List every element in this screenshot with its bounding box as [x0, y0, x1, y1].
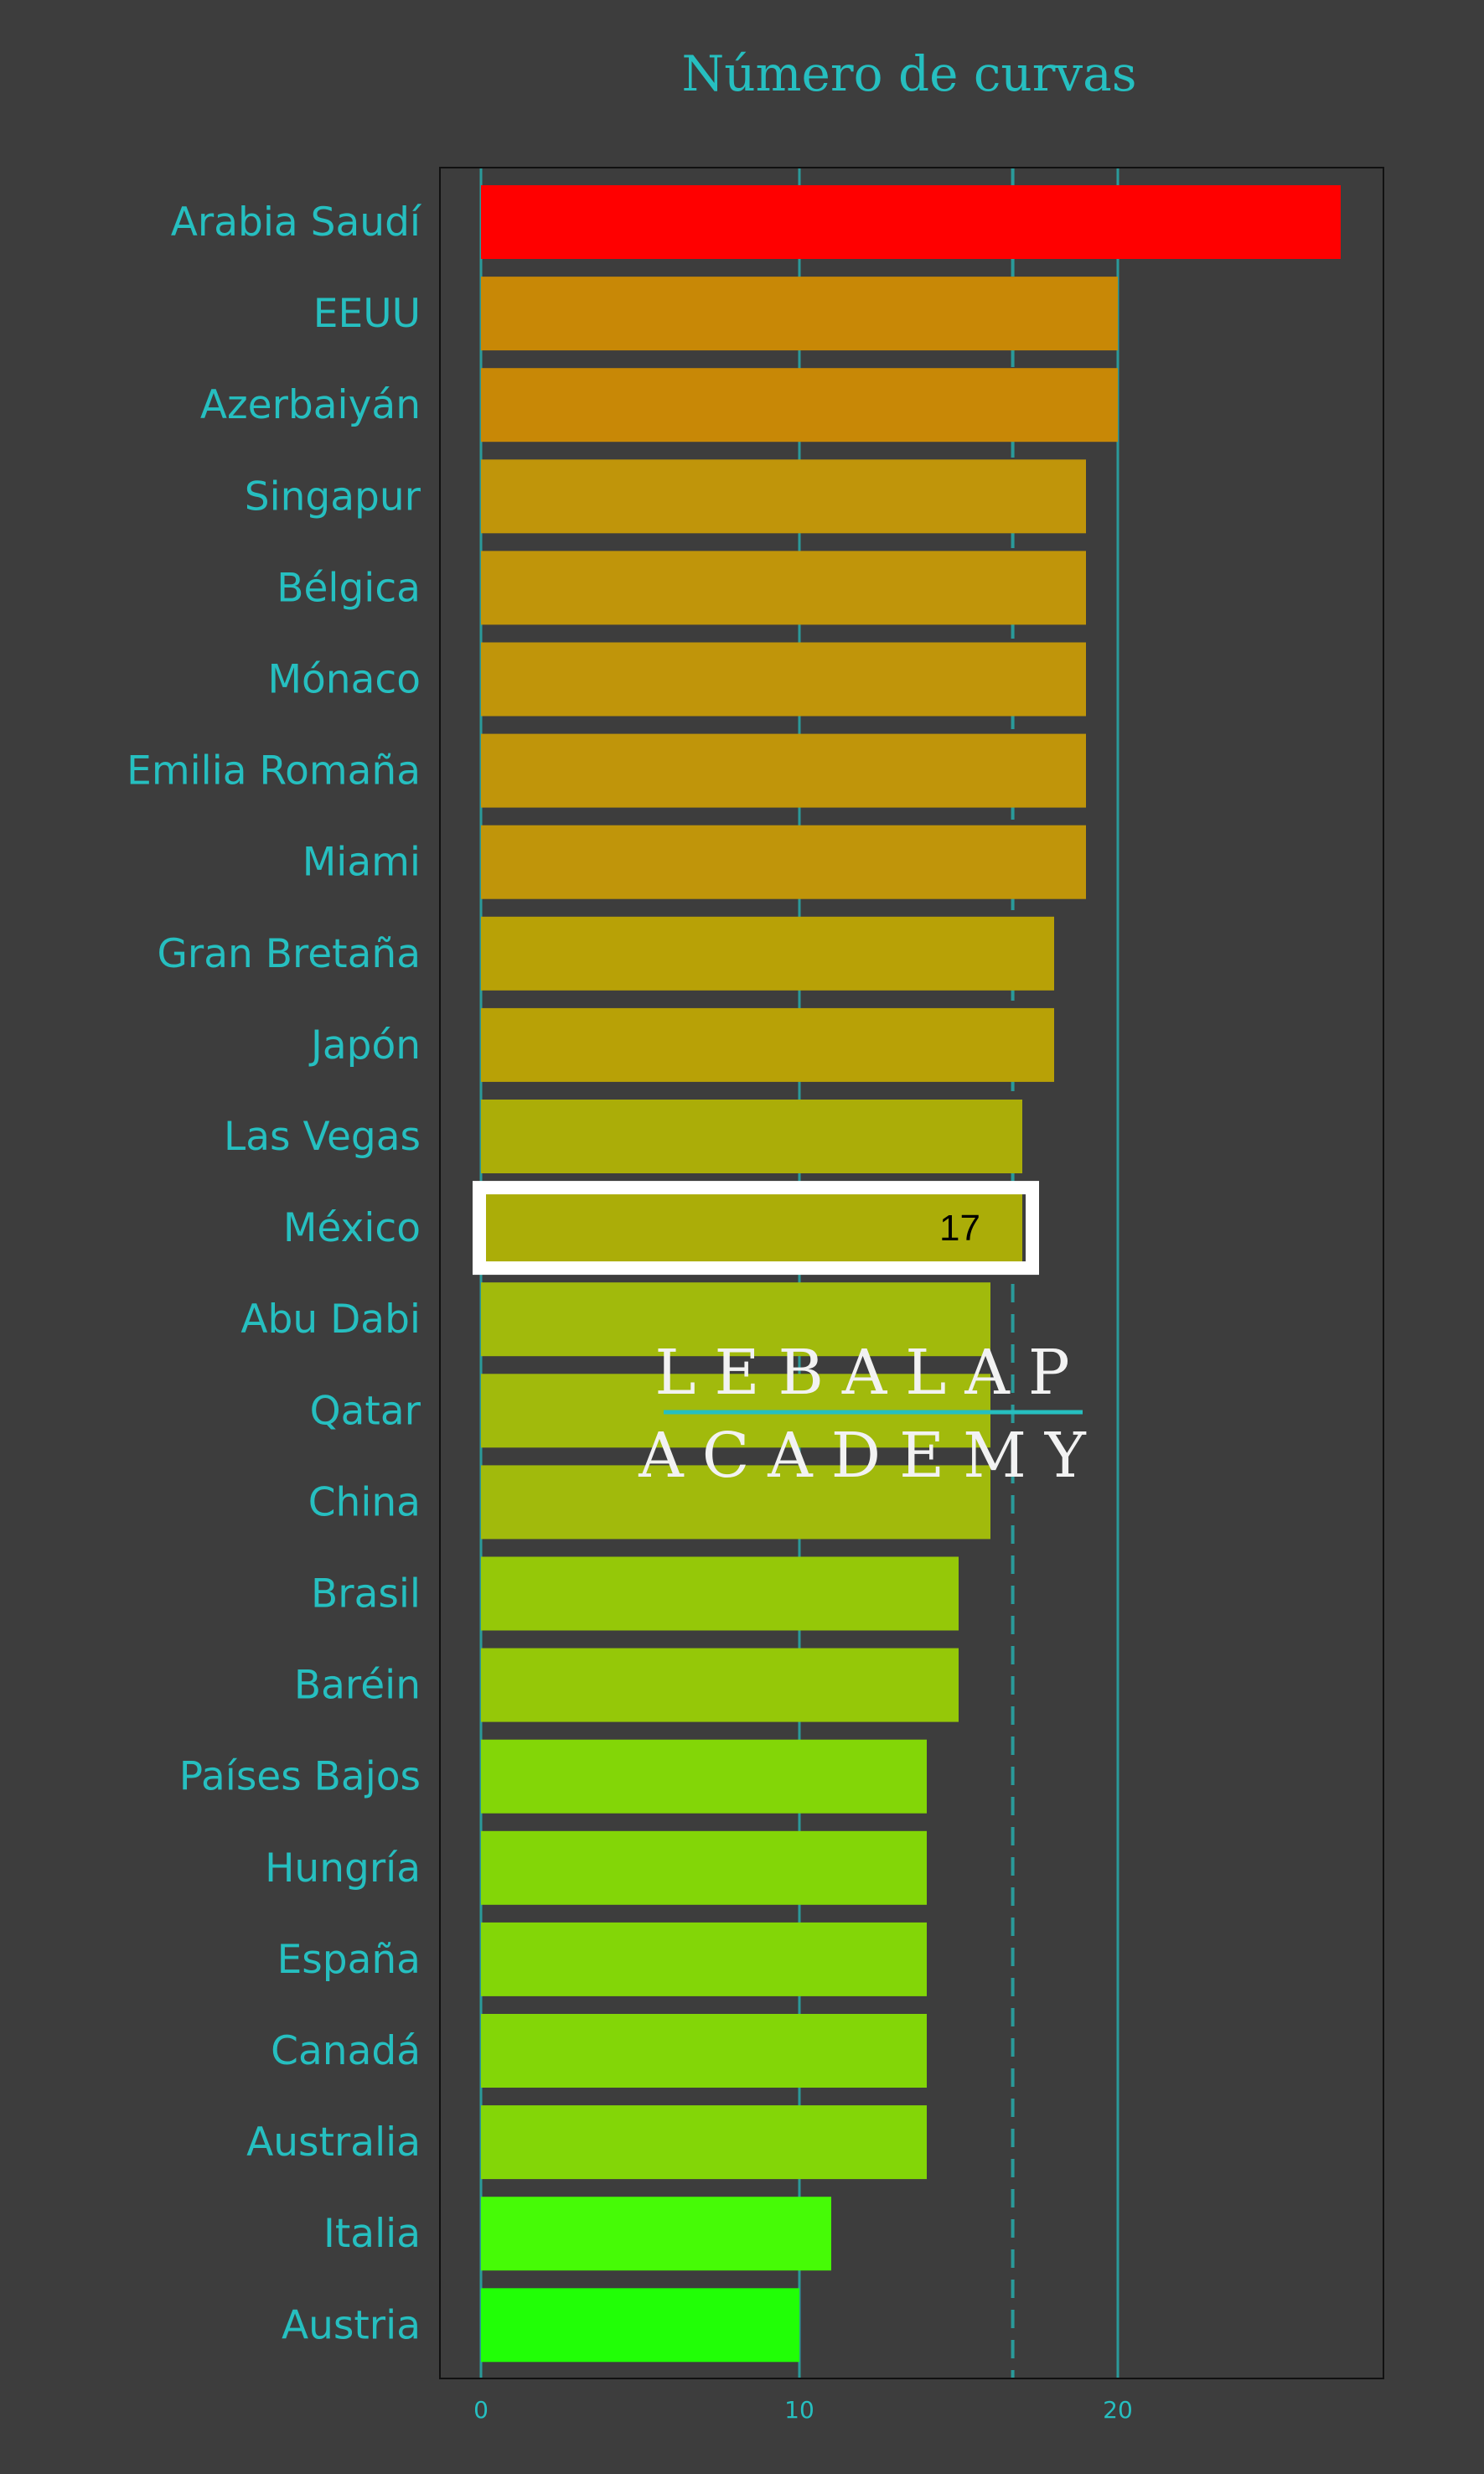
category-label-espana: España [277, 1937, 421, 1983]
bar-austria [481, 2288, 799, 2363]
x-tick-label-10: 10 [784, 2396, 814, 2424]
category-label-china: China [308, 1479, 421, 1525]
bar-italia [481, 2197, 831, 2271]
bar-australia [481, 2105, 927, 2180]
bar-eeuu [481, 277, 1118, 351]
category-label-azerbaiyan: Azerbaiyán [200, 382, 421, 428]
data-label-mexico: 17 [939, 1208, 980, 1249]
category-label-eeuu: EEUU [313, 291, 421, 337]
bar-layer [481, 185, 1341, 2363]
x-tick-label-0: 0 [473, 2396, 489, 2424]
category-label-monaco: Mónaco [268, 657, 421, 703]
category-label-miami: Miami [302, 840, 421, 886]
bar-mexico [481, 1191, 1022, 1265]
bar-miami [481, 825, 1086, 899]
label-layer: Arabia Saudí EEUU Azerbaiyán Singapur Bélgic… [127, 199, 1039, 2348]
highlight-box [473, 1181, 1039, 1276]
bar-monaco [481, 642, 1086, 717]
category-label-canada: Canadá [271, 2028, 421, 2074]
chart-title: Número de curvas [681, 45, 1136, 102]
bar-espana [481, 1922, 927, 1996]
category-label-abu-dabi: Abu Dabi [240, 1297, 421, 1343]
bar-belgica [481, 551, 1086, 625]
category-label-brasil: Brasil [311, 1571, 421, 1617]
category-label-singapur: Singapur [245, 474, 421, 520]
category-label-italia: Italia [323, 2211, 421, 2257]
bar-brasil [481, 1556, 959, 1631]
category-label-qatar: Qatar [310, 1388, 421, 1434]
bar-japon [481, 1007, 1054, 1082]
bar-china [481, 1465, 990, 1540]
category-label-paises-bajos: Países Bajos [179, 1754, 421, 1800]
category-label-japon: Japón [308, 1022, 421, 1069]
watermark-logo: LEBALAP ACADEMY [638, 1337, 1104, 1492]
category-label-belgica: Bélgica [277, 565, 421, 611]
tick-layer: 0 10 20 [473, 2396, 1133, 2424]
category-label-arabia-saudi: Arabia Saudí [171, 199, 422, 246]
bar-azerbaiyan [481, 368, 1118, 443]
bar-paises-bajos [481, 1739, 927, 1814]
bar-emilia-romana [481, 733, 1086, 808]
watermark-line-2: ACADEMY [638, 1420, 1104, 1492]
bar-arabia-saudi [481, 185, 1341, 259]
category-label-hungria: Hungría [265, 1845, 421, 1892]
bar-hungria [481, 1830, 927, 1905]
category-label-barein: Baréin [294, 1663, 421, 1709]
bar-las-vegas [481, 1100, 1022, 1173]
category-label-mexico: México [283, 1205, 421, 1251]
bar-abu-dabi [481, 1282, 990, 1357]
category-label-australia: Australia [246, 2119, 421, 2166]
bar-gran-bretana [481, 916, 1054, 991]
x-tick-label-20: 20 [1103, 2396, 1133, 2424]
category-label-gran-bretana: Gran Bretaña [157, 931, 421, 977]
category-label-emilia-romana: Emilia Romaña [127, 748, 421, 794]
bar-singapur [481, 459, 1086, 534]
category-label-las-vegas: Las Vegas [224, 1114, 421, 1160]
bar-barein [481, 1648, 959, 1722]
watermark-line-1: LEBALAP [654, 1337, 1088, 1409]
plot-frame [439, 167, 1384, 2379]
category-label-austria: Austria [282, 2302, 421, 2348]
bar-canada [481, 2014, 927, 2088]
